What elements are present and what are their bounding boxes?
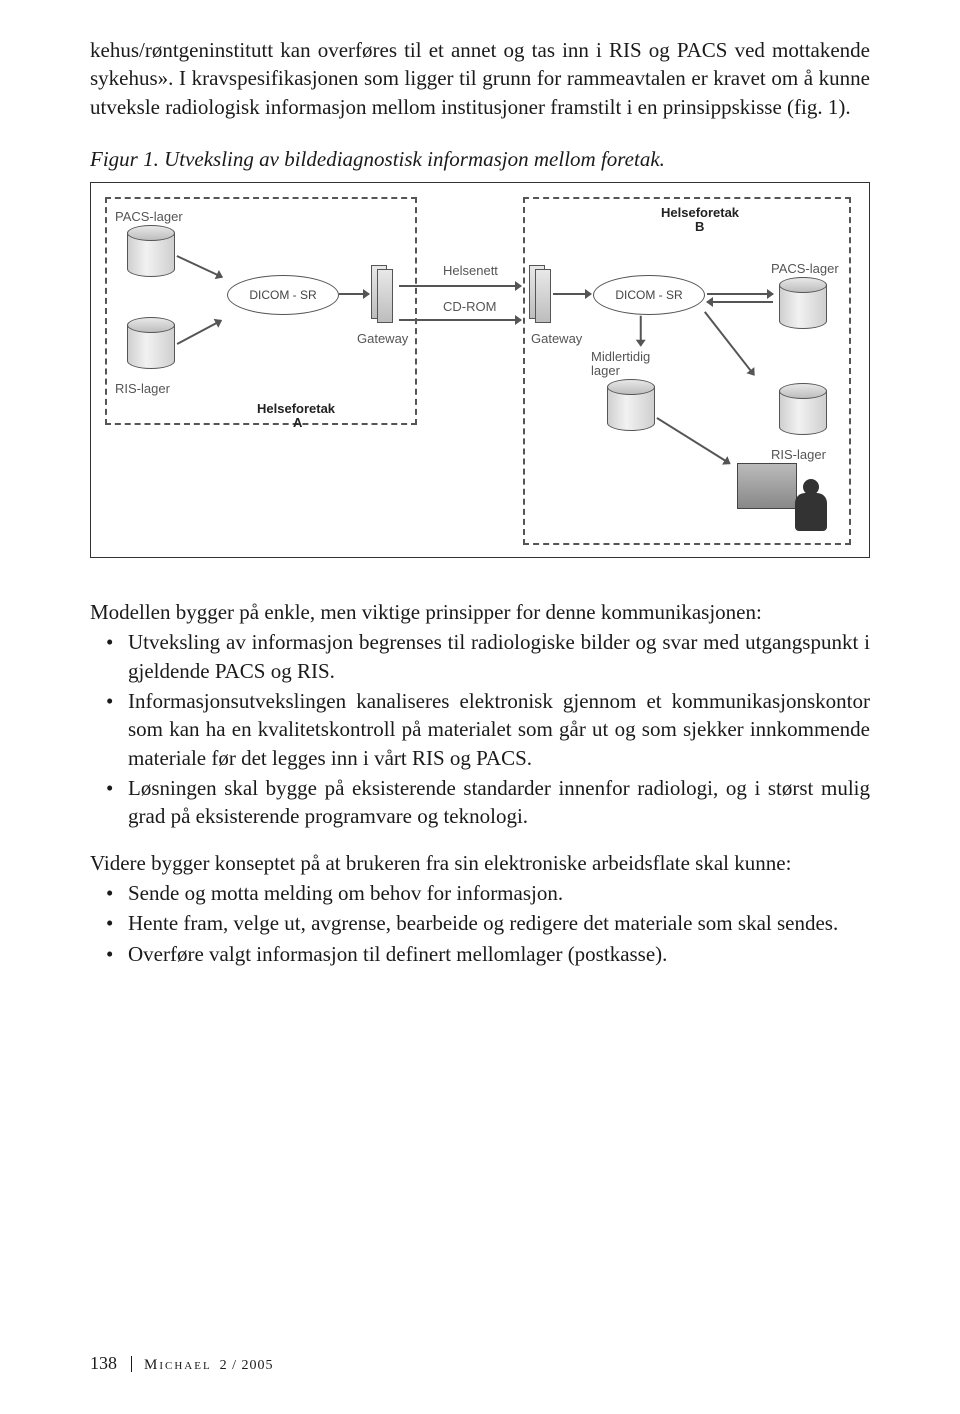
- paragraph-2: Modellen bygger på enkle, men viktige pr…: [90, 598, 870, 626]
- arrow-icon: [399, 285, 521, 287]
- midlertidig-label: Midlertidig: [591, 349, 650, 364]
- footer-divider-icon: [131, 1356, 132, 1372]
- region-a-sub: A: [293, 415, 302, 430]
- pacs-left-cylinder-icon: [127, 225, 175, 283]
- arrow-icon: [707, 301, 773, 303]
- gateway-left-icon: [371, 265, 389, 323]
- journal-name: Michael: [144, 1357, 212, 1373]
- pacs-left-label: PACS-lager: [115, 209, 183, 224]
- arrow-icon: [707, 293, 773, 295]
- page-number: 138: [90, 1353, 117, 1373]
- page-footer: 138 Michael 2 / 2005: [90, 1353, 274, 1374]
- paragraph-3: Videre bygger konseptet på at brukeren f…: [90, 849, 870, 877]
- midlertidig-lager-cylinder-icon: [607, 379, 655, 437]
- pacs-right-cylinder-icon: [779, 277, 827, 335]
- ris-left-cylinder-icon: [127, 317, 175, 375]
- arrow-icon: [553, 293, 591, 295]
- person-icon: [793, 479, 829, 535]
- pacs-right-label: PACS-lager: [771, 261, 839, 276]
- region-b-title: Helseforetak: [661, 205, 739, 220]
- gateway-left-label: Gateway: [357, 331, 408, 346]
- lager-label: lager: [591, 363, 620, 378]
- ris-right-label: RIS-lager: [771, 447, 826, 462]
- issue-number: 2 / 2005: [220, 1358, 274, 1373]
- monitor-icon: [737, 463, 797, 509]
- arrow-icon: [640, 316, 642, 346]
- figure-caption: Figur 1. Utveksling av bildediagnostisk …: [90, 147, 870, 172]
- gateway-right-label: Gateway: [531, 331, 582, 346]
- dicom-sr-left: DICOM - SR: [227, 275, 339, 315]
- helsenett-label: Helsenett: [443, 263, 498, 278]
- bullet-list-2: Sende og motta melding om behov for info…: [90, 879, 870, 968]
- gateway-right-icon: [529, 265, 547, 323]
- arrow-icon: [399, 319, 521, 321]
- list-item: Utveksling av informasjon begrenses til …: [128, 628, 870, 685]
- diagram-figure-1: Helseforetak A Helseforetak B PACS-lager…: [90, 182, 870, 558]
- ris-right-cylinder-icon: [779, 383, 827, 441]
- list-item: Løsningen skal bygge på eksisterende sta…: [128, 774, 870, 831]
- dicom-sr-right: DICOM - SR: [593, 275, 705, 315]
- arrow-icon: [339, 293, 369, 295]
- cdrom-label: CD-ROM: [443, 299, 496, 314]
- bullet-list-1: Utveksling av informasjon begrenses til …: [90, 628, 870, 830]
- list-item: Hente fram, velge ut, avgrense, bearbeid…: [128, 909, 870, 937]
- list-item: Sende og motta melding om behov for info…: [128, 879, 870, 907]
- list-item: Informasjonsutvekslingen kanaliseres ele…: [128, 687, 870, 772]
- paragraph-1: kehus/røntgeninstitutt kan overføres til…: [90, 36, 870, 121]
- region-a-title: Helseforetak: [257, 401, 335, 416]
- ris-left-label: RIS-lager: [115, 381, 170, 396]
- region-b-sub: B: [695, 219, 704, 234]
- list-item: Overføre valgt informasjon til definert …: [128, 940, 870, 968]
